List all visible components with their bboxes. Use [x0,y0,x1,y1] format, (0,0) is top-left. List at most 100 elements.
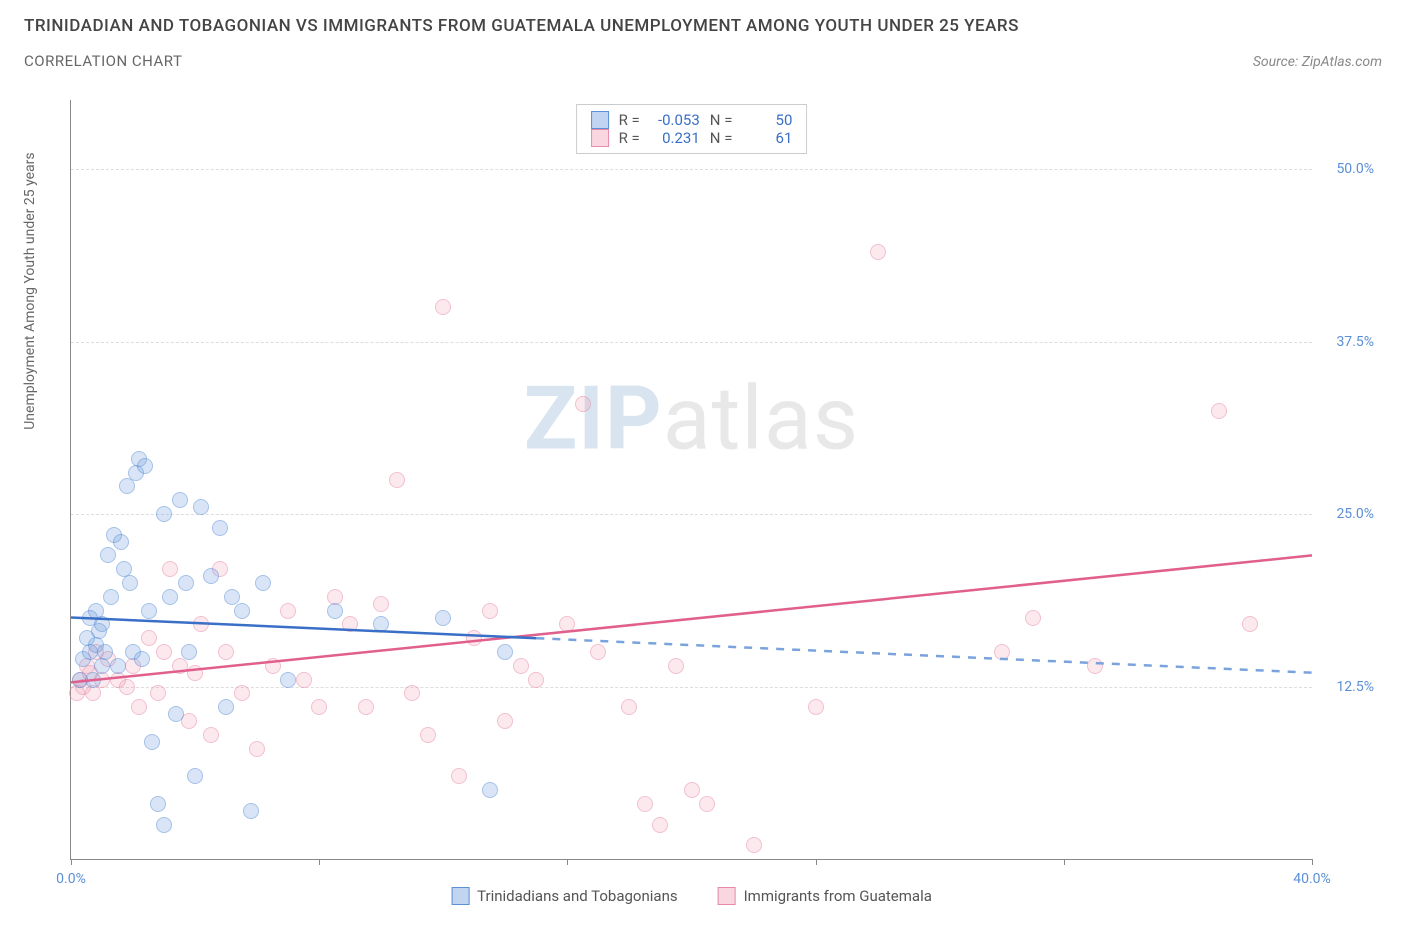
data-point [684,782,700,798]
data-point [141,603,157,619]
data-point [94,658,110,674]
data-point [137,458,153,474]
data-point [156,644,172,660]
data-point [172,658,188,674]
data-point [311,699,327,715]
data-point [110,658,126,674]
gridline [71,687,1312,688]
data-point [746,837,762,853]
legend-item-blue: Trinidadians and Tobagonians [451,887,677,905]
data-point [156,817,172,833]
data-point [420,727,436,743]
xtick [71,859,72,865]
data-point [435,299,451,315]
data-point [212,520,228,536]
ytick-label: 12.5% [1336,679,1374,695]
data-point [113,534,129,550]
data-point [466,630,482,646]
data-point [103,589,119,605]
data-point [218,644,234,660]
data-point [513,658,529,674]
legend-item-pink: Immigrants from Guatemala [718,887,932,905]
chart-subtitle: CORRELATION CHART [24,52,182,70]
data-point [193,616,209,632]
data-point [559,616,575,632]
data-point [97,644,113,660]
data-point [187,768,203,784]
series-legend: Trinidadians and Tobagonians Immigrants … [451,887,932,905]
data-point [389,472,405,488]
swatch-blue-icon [591,111,609,129]
swatch-pink-icon [591,129,609,147]
data-point [808,699,824,715]
data-point [150,796,166,812]
data-point [156,506,172,522]
data-point [699,796,715,812]
data-point [435,610,451,626]
xtick [816,859,817,865]
data-point [621,699,637,715]
swatch-pink-icon [718,887,736,905]
data-point [193,499,209,515]
data-point [373,616,389,632]
data-point [528,672,544,688]
data-point [119,478,135,494]
data-point [85,685,101,701]
ytick-label: 50.0% [1336,161,1374,177]
data-point [482,603,498,619]
data-point [590,644,606,660]
data-point [668,658,684,674]
data-point [234,685,250,701]
data-point [150,685,166,701]
watermark: ZIPatlas [524,367,859,470]
data-point [249,741,265,757]
data-point [358,699,374,715]
data-point [497,644,513,660]
data-point [373,596,389,612]
gridline [71,342,1312,343]
y-axis-label: Unemployment Among Youth under 25 years [22,152,38,429]
data-point [119,679,135,695]
xtick [319,859,320,865]
data-point [870,244,886,260]
data-point [255,575,271,591]
legend-row-blue: R = -0.053 N = 50 [591,111,793,129]
data-point [85,672,101,688]
data-point [203,568,219,584]
chart-container: Unemployment Among Youth under 25 years … [40,100,1382,910]
data-point [172,492,188,508]
swatch-blue-icon [451,887,469,905]
chart-title: TRINIDADIAN AND TOBAGONIAN VS IMMIGRANTS… [24,16,1382,36]
data-point [451,768,467,784]
data-point [1211,403,1227,419]
data-point [144,734,160,750]
data-point [181,644,197,660]
chart-header: TRINIDADIAN AND TOBAGONIAN VS IMMIGRANTS… [0,0,1406,70]
xtick [567,859,568,865]
data-point [178,575,194,591]
xtick-label: 40.0% [1293,871,1331,887]
ytick-label: 25.0% [1336,506,1374,522]
data-point [1025,610,1041,626]
data-point [141,630,157,646]
data-point [94,616,110,632]
xtick-label: 0.0% [56,871,86,887]
data-point [187,665,203,681]
data-point [637,796,653,812]
data-point [1242,616,1258,632]
data-point [404,685,420,701]
xtick [1064,859,1065,865]
source-attribution: Source: ZipAtlas.com [1253,54,1382,70]
data-point [280,672,296,688]
data-point [122,575,138,591]
legend-row-pink: R = 0.231 N = 61 [591,129,793,147]
data-point [497,713,513,729]
data-point [243,803,259,819]
data-point [575,396,591,412]
gridline [71,169,1312,170]
data-point [234,603,250,619]
gridline [71,514,1312,515]
data-point [1087,658,1103,674]
data-point [134,651,150,667]
data-point [131,699,147,715]
